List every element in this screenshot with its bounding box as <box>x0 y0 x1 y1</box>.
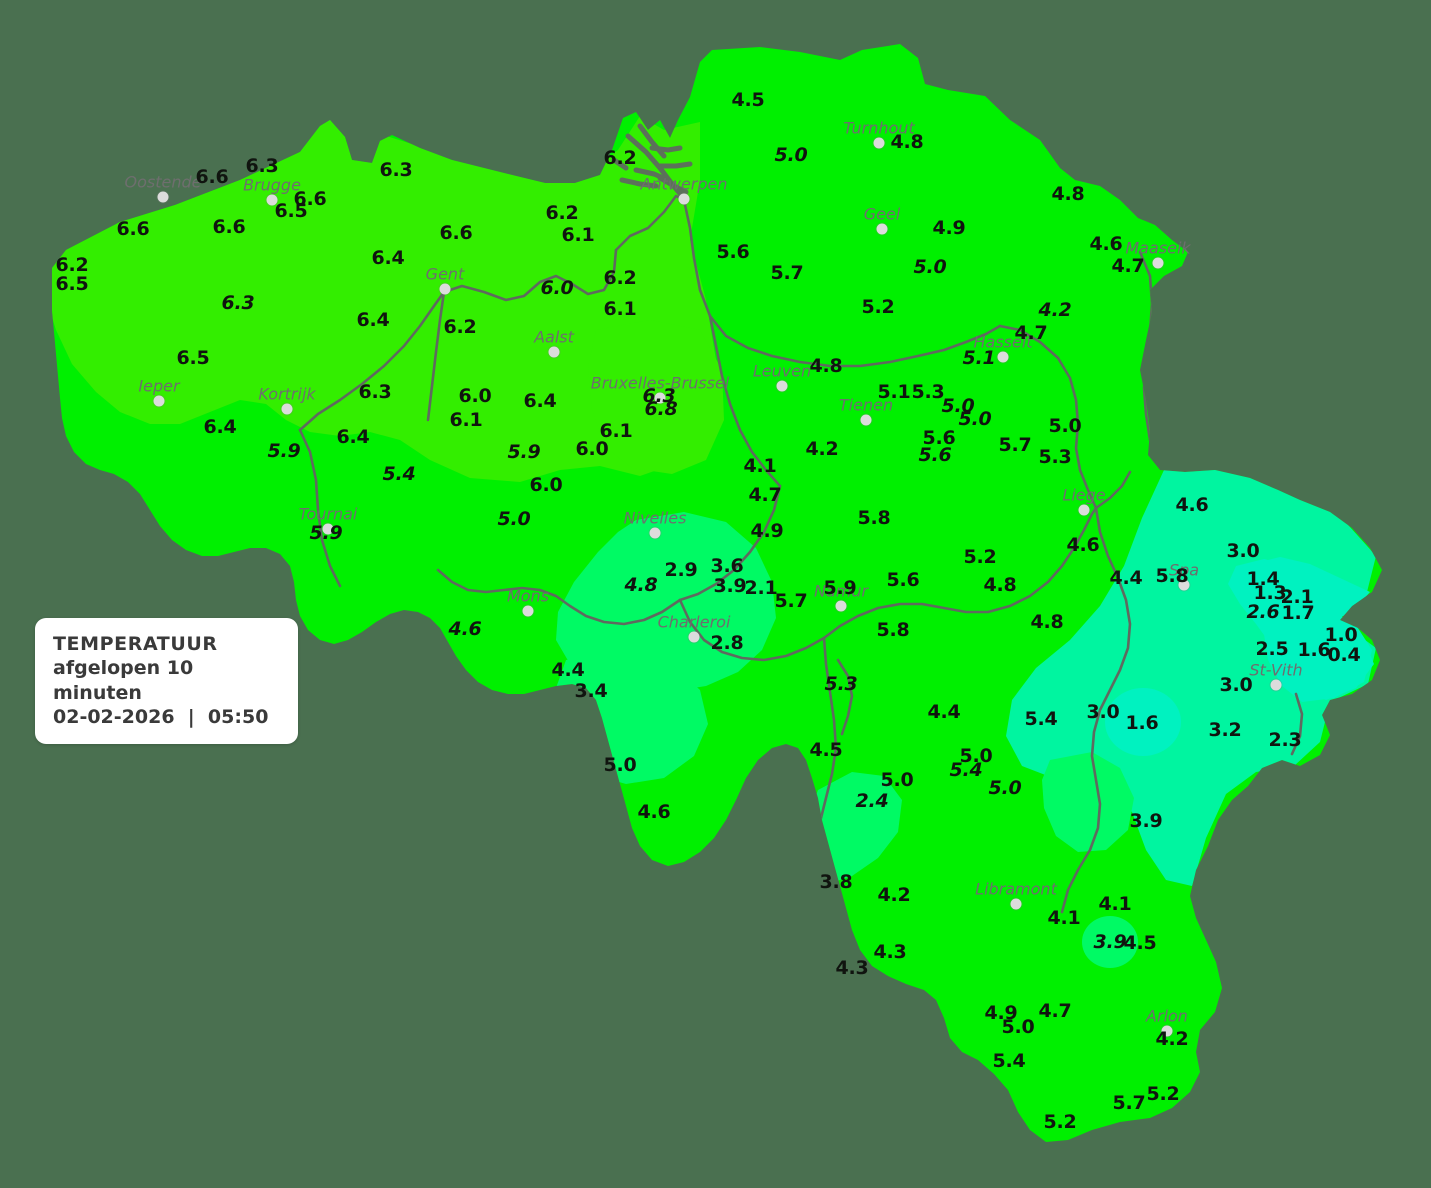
city-marker-dot <box>153 395 165 407</box>
city-marker-dot <box>688 631 700 643</box>
city-marker-dot <box>1152 257 1164 269</box>
band-warm-northwest <box>52 116 716 482</box>
city-marker-dot <box>281 403 293 415</box>
city-marker-dot <box>1270 679 1282 691</box>
city-marker-dot <box>1161 1025 1173 1037</box>
city-marker-dot <box>439 283 451 295</box>
city-marker-dot <box>157 191 169 203</box>
legend-title: TEMPERATUUR <box>53 633 218 655</box>
city-marker-dot <box>835 600 847 612</box>
band-cyan-east-pocket <box>1264 606 1372 702</box>
city-marker-dot <box>860 414 872 426</box>
city-marker-dot <box>1078 504 1090 516</box>
city-marker-dot <box>548 346 560 358</box>
city-marker-dot <box>522 605 534 617</box>
city-marker-dot <box>1178 579 1190 591</box>
band-spring-charleroi <box>556 512 776 692</box>
city-marker-dot <box>649 527 661 539</box>
city-marker-dot <box>776 380 788 392</box>
city-marker-dot <box>654 392 666 404</box>
band-spring-semois <box>1042 752 1134 852</box>
legend-datetime: 02-02-2026 | 05:50 <box>53 705 269 728</box>
band-spring-blob-south <box>1082 916 1138 968</box>
city-marker-dot <box>997 351 1009 363</box>
city-marker-dot <box>1010 898 1022 910</box>
city-marker-dot <box>678 193 690 205</box>
city-marker-dot <box>322 523 334 535</box>
province-borders <box>298 123 1304 914</box>
city-marker-dot <box>266 194 278 206</box>
city-marker-dot <box>873 137 885 149</box>
legend-subtitle: afgelopen 10 minuten <box>53 657 194 704</box>
band-cyan-blob-stvith <box>1105 688 1181 756</box>
band-mint-spa <box>1196 482 1316 560</box>
city-marker-dot <box>876 223 888 235</box>
legend-card: TEMPERATUUR afgelopen 10 minuten 02-02-2… <box>35 618 298 745</box>
